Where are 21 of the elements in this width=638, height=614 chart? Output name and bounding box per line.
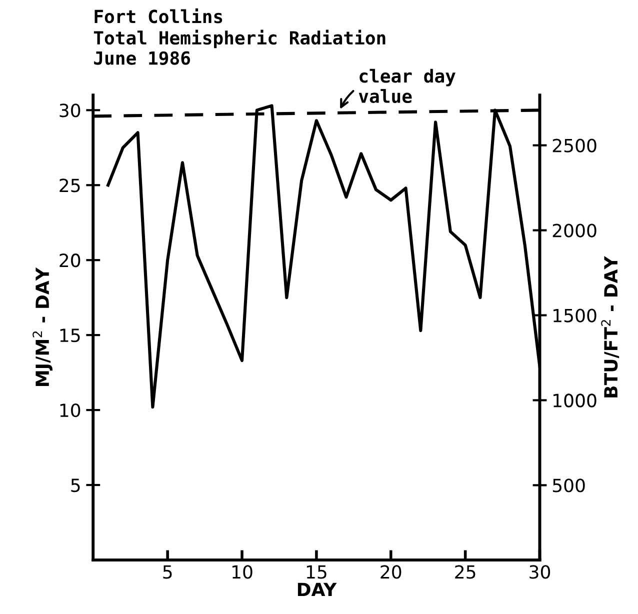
y2-tick-label: 1000 bbox=[554, 394, 596, 408]
y-axis-title: MJ/M$^{2}$ - DAY bbox=[32, 267, 52, 386]
x-axis-title: DAY bbox=[298, 582, 337, 596]
x-tick-label: 5 bbox=[163, 565, 172, 579]
x-tick-label: 10 bbox=[232, 565, 252, 579]
y-tick-label: 5 bbox=[71, 478, 80, 492]
y-tick-label: 30 bbox=[60, 104, 80, 118]
y-tick-label: 20 bbox=[60, 254, 80, 268]
x-tick-label: 25 bbox=[455, 565, 476, 579]
y2-tick-label: 1500 bbox=[554, 308, 596, 322]
y2-axis-title: BTU/FT$^{2}$ - DAY bbox=[601, 256, 620, 398]
x-tick-label: 15 bbox=[306, 565, 326, 579]
x-tick-label: 30 bbox=[530, 565, 550, 579]
y2-tick-label: 2500 bbox=[552, 138, 596, 152]
y2-tick-label: 2000 bbox=[552, 224, 596, 238]
annotation: clear day value bbox=[358, 68, 456, 104]
y-tick-label: 10 bbox=[60, 403, 80, 418]
x-tick-label: 20 bbox=[380, 565, 402, 579]
y2-tick-label: 500 bbox=[552, 478, 585, 492]
y-tick-label: 15 bbox=[60, 328, 80, 342]
y-tick-label: 25 bbox=[60, 178, 80, 192]
